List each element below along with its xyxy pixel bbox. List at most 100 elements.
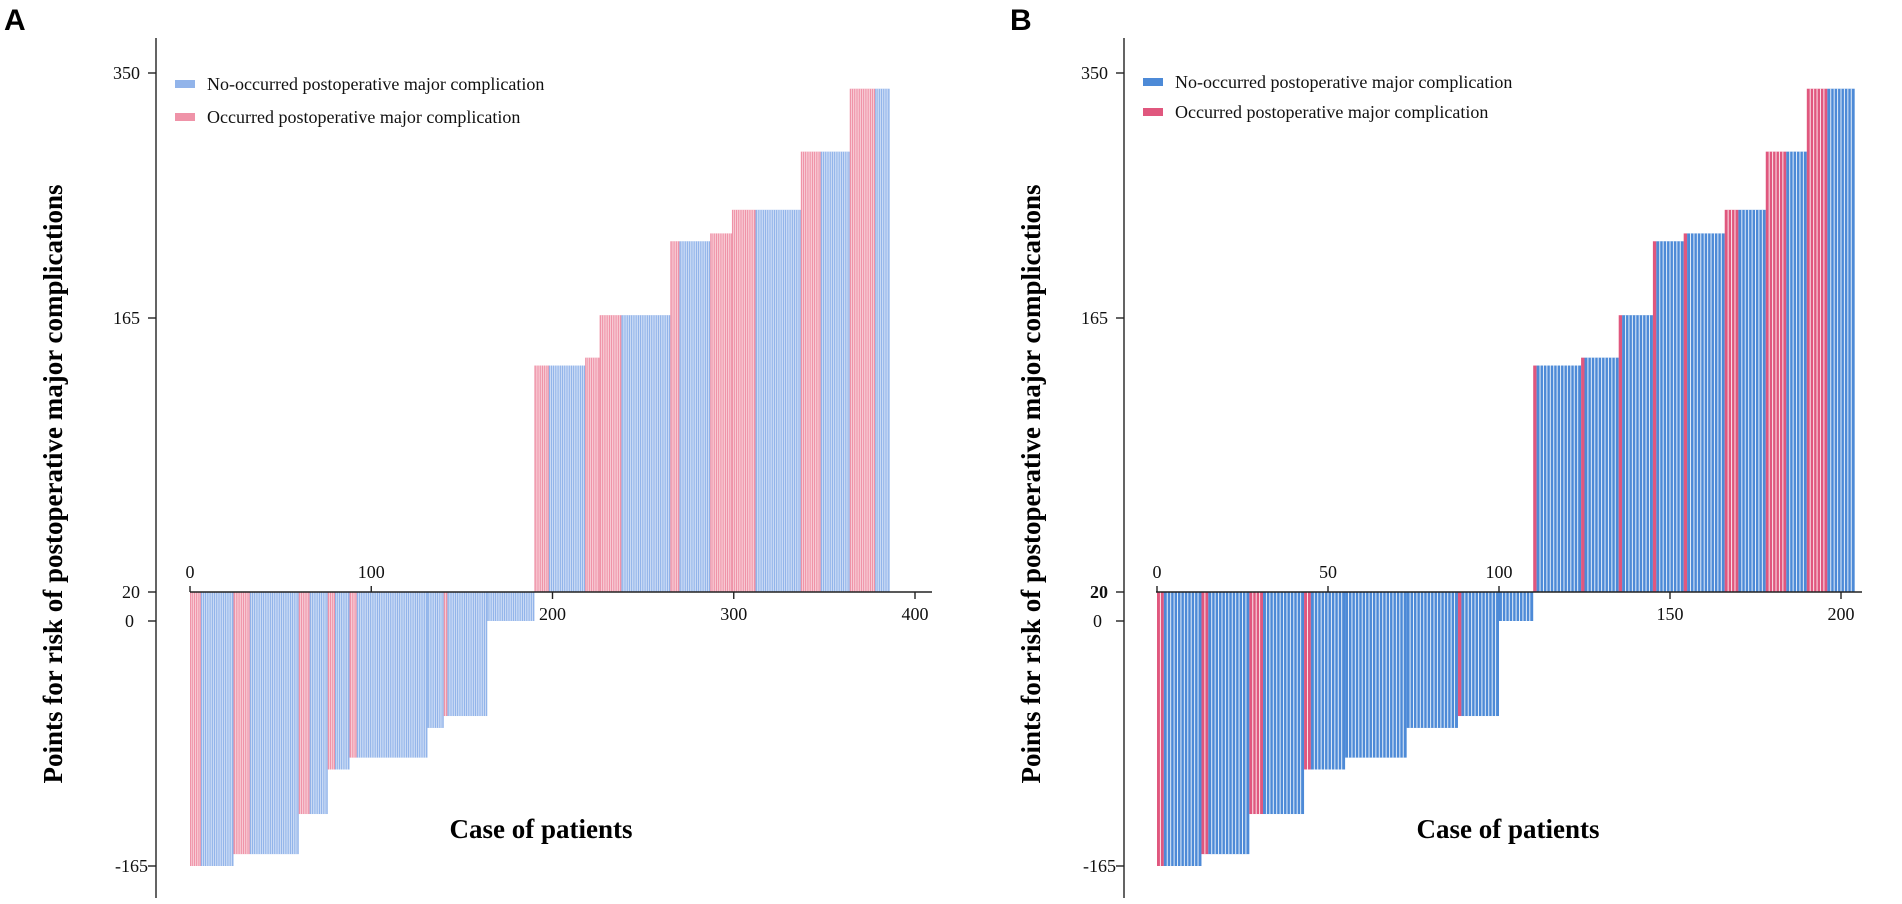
x-tick-label: 300 [720, 604, 747, 624]
bar-segment [1157, 592, 1164, 866]
bar-segment [249, 592, 299, 855]
bar-segment [233, 592, 250, 855]
panel-a-y-tick-neg165: -165 [115, 856, 148, 876]
bar-segment [1461, 592, 1499, 717]
panel-b-y-ticks: 350 165 20 0 -165 [1081, 63, 1124, 876]
bar-none [1406, 592, 1458, 728]
x-tick-label: 200 [1828, 604, 1855, 624]
bar-segment [1656, 241, 1684, 592]
x-tick-label: 100 [358, 562, 385, 582]
bar-none [755, 209, 801, 592]
bar-segment [820, 151, 850, 592]
bar-none [1163, 592, 1202, 866]
panel-b-x-ticks: 0 50 100 150 200 [1153, 562, 1855, 624]
bar-none [1622, 315, 1653, 592]
bar-segment [356, 592, 428, 758]
bar-segment [1406, 592, 1458, 728]
panel-a-y-tick-0: 0 [125, 611, 134, 631]
bar-segment [443, 592, 448, 717]
bar-segment [621, 315, 671, 592]
bar-segment [327, 592, 335, 770]
x-tick-label: 100 [1486, 562, 1513, 582]
bar-segment [1652, 241, 1657, 592]
bar-segment [585, 357, 600, 592]
panel-b-x-axis-label: Case of patients [1417, 814, 1600, 844]
bar-segment [755, 209, 801, 592]
bar-segment [1806, 88, 1828, 592]
panel-b-y-tick-0: 0 [1093, 611, 1102, 631]
panel-a-x-axis-label: Case of patients [450, 814, 633, 844]
bar-segment [1201, 592, 1209, 855]
bar-occurred [731, 209, 756, 592]
bar-segment [200, 592, 234, 866]
panel-b-legend: No-occurred postoperative major complica… [1143, 72, 1512, 122]
bar-segment [298, 592, 310, 815]
bar-segment [1584, 357, 1619, 592]
panel-a-y-tick-20: 20 [122, 582, 140, 602]
panel-b-letter: B [1010, 4, 1032, 37]
panel-a-y-ticks: 350 165 20 0 -165 [113, 63, 156, 876]
bar-segment [349, 592, 357, 758]
bar-segment [487, 592, 535, 621]
bar-occurred [1618, 315, 1623, 592]
bar-segment [335, 592, 350, 770]
x-tick-label: 0 [186, 562, 195, 582]
x-tick-label: 50 [1319, 562, 1337, 582]
panel-a-legend-swatch-yes [175, 113, 195, 121]
bar-none [427, 592, 444, 728]
panel-a-bars [190, 88, 890, 866]
bar-occurred [1581, 357, 1585, 592]
bar-segment [1310, 592, 1346, 770]
bar-segment [1304, 592, 1311, 770]
panel-b-y-tick-20: 20 [1090, 582, 1108, 602]
panel-a-legend: No-occurred postoperative major complica… [175, 74, 544, 127]
bar-segment [1263, 592, 1305, 815]
panel-a-x-ticks: 0 100 200 300 400 [186, 562, 929, 624]
bar-segment [190, 592, 201, 866]
bar-segment [1457, 592, 1462, 717]
bar-segment [670, 241, 680, 592]
x-tick-label: 400 [902, 604, 929, 624]
bar-segment [875, 88, 890, 592]
bar-occurred [1652, 241, 1657, 592]
bar-segment [849, 88, 876, 592]
bar-none [249, 592, 299, 855]
panel-b-legend-swatch-no [1143, 78, 1163, 86]
panel-a-legend-label-yes: Occurred postoperative major complicatio… [207, 107, 520, 127]
bar-segment [1622, 315, 1653, 592]
panel-a-legend-swatch-no [175, 80, 195, 88]
bar-segment [731, 209, 756, 592]
bar-none [1687, 233, 1725, 593]
bar-occurred [233, 592, 250, 855]
panel-b-y-tick-neg165: -165 [1083, 856, 1116, 876]
bar-segment [1533, 365, 1537, 592]
bar-segment [800, 151, 821, 592]
bar-occurred [1457, 592, 1462, 717]
bar-segment [1345, 592, 1407, 758]
bar-segment [447, 592, 488, 717]
bar-segment [599, 315, 622, 592]
bar-occurred [1533, 365, 1537, 592]
bar-segment [1208, 592, 1250, 855]
panel-b-legend-swatch-yes [1143, 108, 1163, 116]
bar-segment [1618, 315, 1623, 592]
bar-segment [1827, 88, 1855, 592]
bar-segment [710, 233, 732, 593]
x-tick-label: 200 [539, 604, 566, 624]
x-tick-label: 150 [1657, 604, 1684, 624]
bar-segment [534, 365, 549, 592]
bar-segment [1683, 233, 1688, 593]
bar-segment [1163, 592, 1202, 866]
bar-segment [427, 592, 444, 728]
bar-segment [1765, 151, 1787, 592]
bar-none [1536, 365, 1582, 592]
bar-segment [1687, 233, 1725, 593]
bar-none [621, 315, 671, 592]
panel-b-y-tick-350: 350 [1081, 63, 1108, 83]
bar-segment [1581, 357, 1585, 592]
panel-a-y-tick-165: 165 [113, 308, 140, 328]
bar-segment [309, 592, 328, 815]
panel-a-y-tick-350: 350 [113, 63, 140, 83]
panel-a-letter: A [4, 4, 26, 37]
